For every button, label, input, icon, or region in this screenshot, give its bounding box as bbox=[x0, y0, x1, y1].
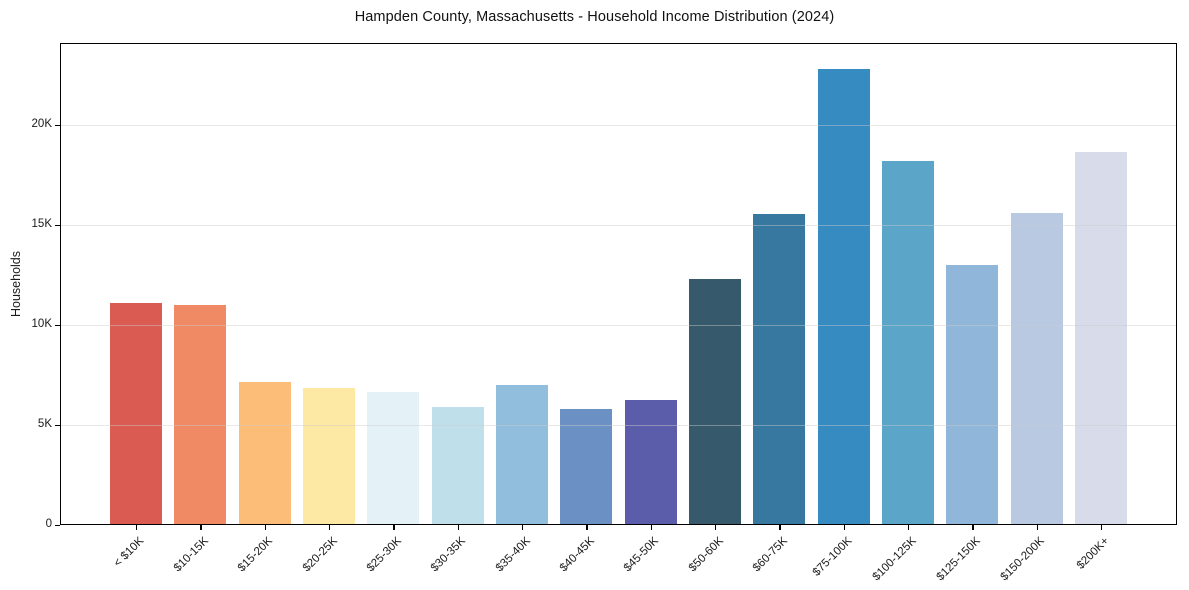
x-tick-label: $20-25K bbox=[300, 535, 340, 575]
y-tick-mark bbox=[55, 124, 60, 126]
x-tick-label: $50-60K bbox=[686, 535, 726, 575]
x-tick-label: $150-200K bbox=[998, 535, 1048, 584]
bar-11 bbox=[753, 214, 806, 525]
x-tick-label: $60-75K bbox=[750, 535, 790, 575]
chart-title: Hampden County, Massachusetts - Househol… bbox=[354, 9, 835, 25]
y-tick-mark bbox=[55, 424, 60, 426]
x-tick-label: $100-125K bbox=[870, 535, 919, 584]
y-axis-title: Households bbox=[9, 250, 23, 318]
bar-10 bbox=[689, 279, 741, 525]
bar-5 bbox=[367, 392, 420, 525]
x-tick-mark bbox=[200, 525, 202, 530]
x-tick-mark bbox=[264, 525, 266, 530]
bar-3 bbox=[238, 382, 291, 525]
plot-area: < $10K $10-15K $15-20K $20-25K $25-30K $30-35… bbox=[32, 43, 1177, 583]
x-tick-label: $15-20K bbox=[235, 535, 276, 575]
x-tick-label: $75-100K bbox=[810, 535, 855, 579]
x-tick-mark bbox=[650, 525, 652, 530]
bar-2 bbox=[174, 305, 227, 525]
y-tick-label: 20K bbox=[31, 117, 52, 130]
bar-16 bbox=[1075, 152, 1127, 525]
x-tick-mark bbox=[715, 525, 717, 530]
x-tick-mark bbox=[586, 525, 588, 530]
y-tick-label: 10K bbox=[31, 317, 52, 330]
x-tick-mark bbox=[457, 525, 459, 530]
x-tick-mark bbox=[779, 525, 781, 530]
x-tick-mark bbox=[1036, 525, 1038, 530]
plot-frame bbox=[60, 43, 1177, 525]
x-tick-label: $35-40K bbox=[493, 535, 533, 575]
bar-4 bbox=[303, 388, 355, 525]
x-tick-label: $45-50K bbox=[621, 535, 662, 575]
bar-7 bbox=[496, 385, 548, 525]
bar-14 bbox=[946, 265, 999, 525]
bar-8 bbox=[560, 409, 613, 525]
x-tick-label: $200K+ bbox=[1074, 535, 1112, 572]
y-tick-label: 5K bbox=[37, 417, 52, 430]
y-tick-mark bbox=[55, 324, 60, 326]
x-tick-mark bbox=[843, 525, 845, 530]
bar-12 bbox=[817, 69, 870, 525]
y-tick-label: 0 bbox=[45, 517, 52, 530]
x-tick-mark bbox=[1101, 525, 1103, 530]
gridline-20K bbox=[60, 125, 1177, 126]
x-tick-mark bbox=[972, 525, 974, 530]
x-tick-label: $10-15K bbox=[171, 535, 211, 575]
bar-13 bbox=[882, 161, 934, 525]
x-tick-mark bbox=[908, 525, 910, 530]
bar-9 bbox=[624, 400, 677, 525]
x-tick-label: $40-45K bbox=[557, 535, 597, 575]
gridline-5K bbox=[60, 425, 1177, 426]
x-tick-mark bbox=[393, 525, 395, 530]
x-tick-mark bbox=[329, 525, 331, 530]
bar-6 bbox=[431, 407, 484, 525]
y-tick-label: 15K bbox=[31, 217, 52, 230]
y-tick-mark bbox=[55, 224, 60, 226]
x-tick-mark bbox=[522, 525, 524, 530]
gridline-10K bbox=[60, 325, 1177, 326]
x-tick-label: $125-150K bbox=[934, 535, 983, 584]
gridline-15K bbox=[60, 225, 1177, 226]
y-tick-mark bbox=[55, 524, 60, 526]
x-tick-label: < $10K bbox=[111, 535, 147, 570]
x-tick-label: $25-30K bbox=[364, 535, 404, 575]
x-tick-label: $30-35K bbox=[428, 535, 469, 575]
x-tick-mark bbox=[136, 525, 138, 530]
bar-1 bbox=[110, 303, 162, 525]
bar-15 bbox=[1010, 213, 1063, 525]
